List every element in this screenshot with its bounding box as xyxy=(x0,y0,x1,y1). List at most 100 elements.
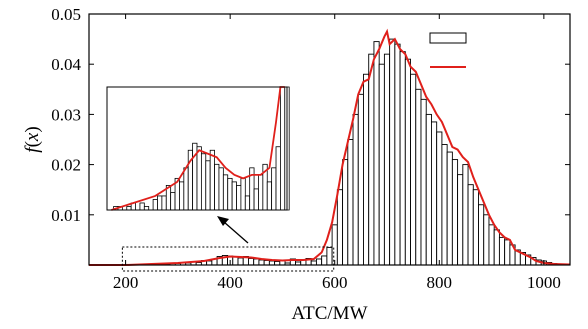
histogram-bar xyxy=(363,73,370,266)
inset-histogram-bar xyxy=(218,167,224,211)
histogram-bar xyxy=(399,51,406,266)
inset-histogram-bar xyxy=(266,181,273,211)
y-axis-label-func: f xyxy=(22,145,43,153)
histogram-bar xyxy=(504,239,511,266)
zoom-arrow xyxy=(217,216,249,244)
y-tick-label: 0.02 xyxy=(51,156,81,175)
inset-histogram-bar xyxy=(179,181,185,211)
x-tick-label: 1000 xyxy=(527,273,561,292)
inset-histogram-bar xyxy=(222,174,229,211)
histogram-bar xyxy=(451,159,459,266)
plot-frame xyxy=(88,13,571,266)
histogram-bar xyxy=(326,246,333,266)
histogram-bar xyxy=(478,204,485,266)
histogram-bar xyxy=(404,58,411,266)
inset-histogram-bar xyxy=(240,177,246,211)
histogram-bar xyxy=(472,189,479,266)
histogram-bar xyxy=(342,159,349,266)
histogram-bar xyxy=(488,224,495,266)
histogram-bar xyxy=(253,258,260,266)
inset-histogram-bar xyxy=(244,195,251,211)
histogram-bar xyxy=(368,53,375,266)
histogram-bar xyxy=(268,260,276,266)
histogram-bar xyxy=(206,260,213,266)
histogram-bar xyxy=(441,144,448,266)
main-fit-curve xyxy=(89,28,571,266)
histogram-bar xyxy=(446,151,453,266)
histogram-bar xyxy=(378,63,385,266)
histogram-bar xyxy=(425,113,432,266)
y-tick-label: 0.01 xyxy=(51,206,81,225)
histogram-bar xyxy=(493,229,500,266)
histogram-bar xyxy=(310,260,317,266)
inset-histogram-bar xyxy=(200,153,207,211)
y-axis-label-close: ) xyxy=(22,126,43,132)
histogram-bar xyxy=(321,255,328,266)
inset-histogram-bar xyxy=(271,167,277,211)
inset-frame xyxy=(106,86,288,211)
histogram-bar xyxy=(357,93,364,266)
y-tick-label: 0.03 xyxy=(51,105,81,124)
y-tick-label: 0.04 xyxy=(51,55,81,74)
histogram-bar xyxy=(431,121,438,266)
inset-histogram-bar xyxy=(183,167,189,211)
arrow-shaft xyxy=(223,221,249,244)
y-tick-label: 0.05 xyxy=(51,5,81,24)
x-axis-ticks: 200 400 600 800 1000 xyxy=(113,14,561,292)
inset-histogram-bar xyxy=(170,192,176,211)
inset-panel xyxy=(106,86,290,211)
histogram-bar xyxy=(410,73,417,266)
y-axis-ticks: 0.01 0.02 0.03 0.04 0.05 xyxy=(51,5,570,225)
inset-histogram-bar xyxy=(157,195,163,211)
histogram-bar xyxy=(347,139,354,266)
y-axis-label: f(x) xyxy=(22,126,43,152)
histogram-bar xyxy=(394,43,401,266)
histogram-bar xyxy=(352,113,359,266)
histogram-bar xyxy=(436,131,443,266)
inset-histogram-bar xyxy=(126,206,132,211)
histogram-bar xyxy=(331,224,338,266)
y-axis-label-open: ( xyxy=(22,141,43,147)
y-axis-label-var: x xyxy=(22,132,43,142)
histogram-bar xyxy=(232,256,239,266)
x-tick-label: 800 xyxy=(427,273,453,292)
histogram-bar xyxy=(336,189,344,266)
histogram-bar xyxy=(237,257,244,266)
inset-histogram-bar xyxy=(152,199,158,211)
inset-histogram-bar xyxy=(258,174,264,211)
inset-histogram-bar xyxy=(280,86,286,211)
main-histogram-bars xyxy=(127,38,558,266)
histogram-bar xyxy=(315,258,323,266)
histogram-bar xyxy=(415,88,422,266)
x-tick-label: 600 xyxy=(322,273,348,292)
inset-histogram-bar xyxy=(196,146,202,211)
histogram-bar xyxy=(383,53,391,266)
histogram-bar xyxy=(389,38,396,266)
histogram-bar xyxy=(420,98,427,266)
inset-histogram-bar xyxy=(161,195,167,211)
x-tick-label: 200 xyxy=(113,273,139,292)
histogram-bar xyxy=(462,164,469,266)
histogram-bar xyxy=(457,174,464,266)
inset-histogram-bar xyxy=(236,184,242,211)
inset-histogram-bar xyxy=(139,202,145,211)
inset-histogram-bar xyxy=(214,163,220,211)
histogram-bar xyxy=(373,41,380,266)
x-axis-label: ATC/MW xyxy=(292,303,368,324)
x-tick-label: 400 xyxy=(217,273,243,292)
histogram-bar xyxy=(248,258,255,266)
histogram-bar xyxy=(263,260,270,266)
histogram-bar xyxy=(467,184,474,266)
inset-histogram-bar xyxy=(205,160,211,211)
histogram-bar xyxy=(258,259,265,266)
histogram-bar xyxy=(483,214,490,266)
inset-histogram-bar xyxy=(253,188,259,211)
inset-histogram-bar xyxy=(275,146,281,211)
inset-histogram-bar xyxy=(227,177,233,211)
inset-histogram-bar xyxy=(143,206,150,211)
inset-histogram-bar xyxy=(209,149,215,211)
inset-fit-curve xyxy=(111,86,285,211)
inset-histogram-bar xyxy=(231,181,237,211)
zoom-region-box xyxy=(121,246,335,272)
